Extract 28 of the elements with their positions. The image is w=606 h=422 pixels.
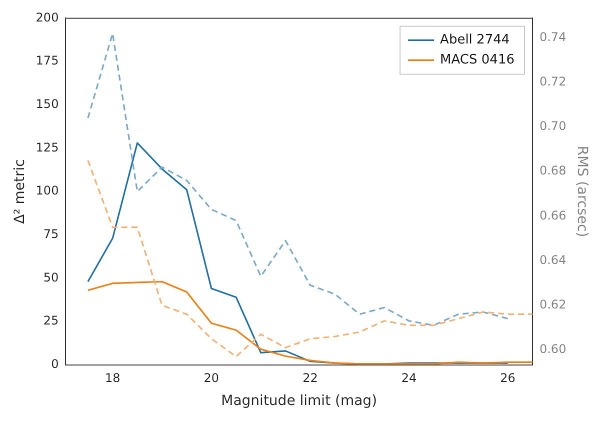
- x-tick-label: 22: [302, 371, 318, 386]
- legend-label: MACS 0416: [440, 52, 514, 68]
- y2-tick-label: 0.66: [539, 208, 566, 222]
- y-tick-label: 75: [43, 226, 59, 241]
- x-tick-label: 26: [500, 371, 516, 386]
- x-axis-title: Magnitude limit (mag): [221, 393, 378, 410]
- x-tick-label: 18: [104, 371, 120, 386]
- line-series: [87, 160, 532, 358]
- x-tick-label: 20: [204, 371, 220, 386]
- y2-tick-label: 0.74: [539, 30, 566, 44]
- y-tick-label: 200: [36, 10, 59, 24]
- y-tick-label: 100: [36, 184, 59, 198]
- y2-tick-label: 0.62: [539, 297, 566, 312]
- legend-label: Abell 2744: [440, 32, 510, 48]
- y2-axis-title: RMS (arcsec): [574, 146, 590, 238]
- y2-tick-label: 0.68: [539, 164, 566, 178]
- y-tick-label: 150: [36, 96, 59, 111]
- y-tick-label: 175: [36, 54, 59, 68]
- y-tick-label: 25: [43, 314, 59, 328]
- y2-tick-label: 0.70: [539, 119, 566, 134]
- y-tick-label: 125: [36, 140, 59, 154]
- x-tick-label: 24: [401, 371, 417, 386]
- y-tick-label: 50: [43, 270, 59, 284]
- y2-tick-label: 0.72: [539, 74, 566, 89]
- y2-tick-label: 0.64: [539, 252, 566, 267]
- y-tick-label: 0: [51, 356, 59, 371]
- y-axis-title: Δ² metric: [12, 159, 28, 224]
- y2-tick-label: 0.60: [539, 342, 566, 356]
